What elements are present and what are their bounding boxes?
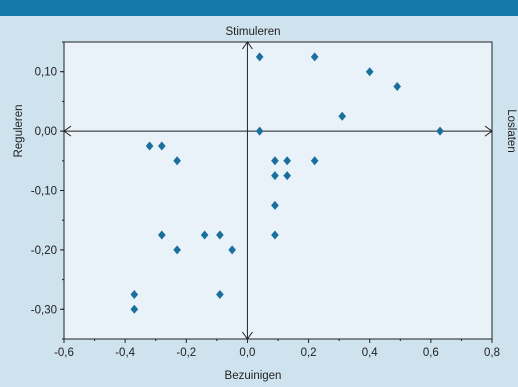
x-tick-label: -0,2 — [176, 347, 196, 359]
data-point — [436, 126, 444, 136]
center-axes — [63, 41, 493, 340]
data-point — [216, 230, 224, 240]
data-point — [158, 141, 166, 151]
data-point — [255, 126, 264, 136]
x-tick-label: 0,2 — [301, 347, 317, 359]
x-axis-title: Bezuinigen — [225, 370, 282, 382]
plot-area — [63, 41, 493, 340]
data-point — [130, 304, 139, 314]
y-axis-title: Reguleren — [13, 104, 25, 157]
y-tick-label: 0,00 — [35, 126, 57, 138]
x-tick-label: 0,6 — [423, 347, 439, 359]
y-tick-label: -0,30 — [31, 304, 57, 316]
data-point — [216, 289, 224, 299]
y-tick-label: -0,10 — [31, 186, 57, 198]
right-arrowhead — [484, 125, 493, 137]
data-point — [310, 156, 319, 166]
data-point — [338, 111, 347, 121]
data-point — [271, 171, 279, 181]
data-point — [365, 67, 374, 77]
tick-group: -0,6 -0,4 -0,2 0,0 0,2 0,4 0,6 0,8 0,10 0,00 -0,10… — [31, 41, 500, 359]
top-arrowhead — [242, 41, 253, 50]
right-axis-title: Loslaten — [505, 109, 517, 152]
top-axis-title: Stimuleren — [226, 26, 281, 38]
x-tick-label: -0,6 — [54, 347, 74, 359]
data-point — [271, 230, 279, 240]
x-tick-label: 0,4 — [362, 347, 379, 359]
x-tick-label: 0,0 — [239, 347, 255, 359]
data-point — [271, 156, 279, 166]
data-point — [283, 171, 291, 181]
header-band — [0, 0, 518, 16]
y-tick-label: -0,20 — [31, 245, 57, 257]
points-group — [130, 52, 444, 314]
data-point — [173, 156, 181, 166]
x-tick-label: -0,4 — [115, 347, 135, 359]
data-point — [310, 52, 319, 62]
data-point — [228, 245, 236, 255]
bottom-arrowhead — [242, 331, 253, 340]
data-point — [145, 141, 154, 151]
data-point — [283, 156, 291, 166]
left-arrowhead — [63, 125, 72, 137]
data-point — [130, 289, 139, 299]
data-point — [255, 52, 264, 62]
data-point — [393, 82, 402, 92]
y-tick-label: 0,10 — [35, 67, 57, 79]
data-point — [200, 230, 209, 240]
data-point — [173, 245, 181, 255]
data-point — [271, 200, 279, 210]
data-point — [158, 230, 166, 240]
x-tick-label: 0,8 — [484, 347, 500, 359]
